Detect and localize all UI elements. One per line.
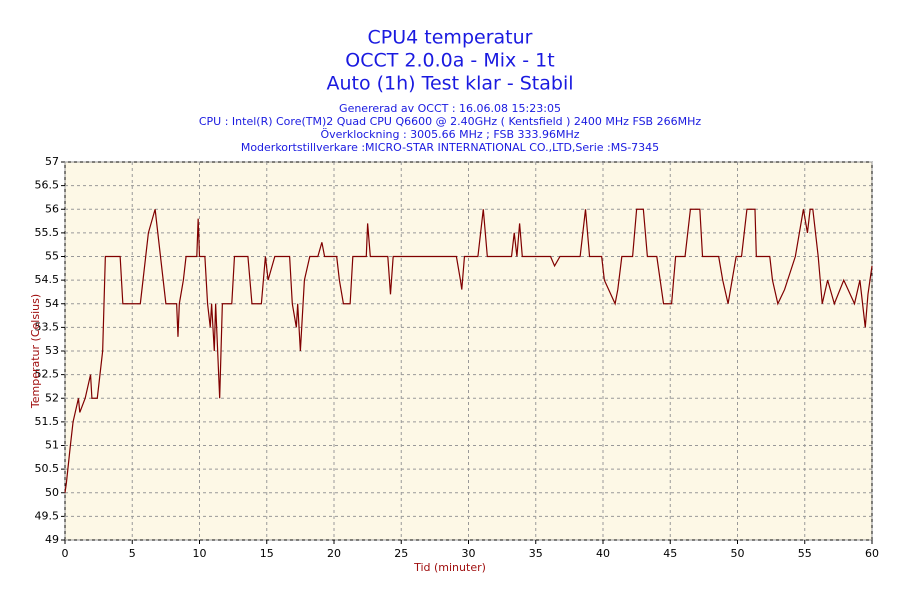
y-tick-label: 56 — [45, 202, 59, 215]
x-tick-label: 35 — [529, 547, 543, 560]
y-tick-label: 51 — [45, 439, 59, 452]
x-axis-label: Tid (minuter) — [413, 561, 486, 574]
y-tick-label: 54 — [45, 297, 59, 310]
subtitle: Genererad av OCCT : 16.06.08 15:23:05 — [339, 102, 561, 115]
y-axis-label: Temperatur (Celsius) — [29, 294, 42, 409]
line — [64, 208, 873, 493]
x-tick-label: 20 — [327, 547, 341, 560]
subtitle: CPU : Intel(R) Core(TM)2 Quad CPU Q6600 … — [199, 115, 701, 128]
grid — [61, 161, 873, 544]
y-tick-label: 57 — [45, 155, 59, 168]
y-tick-label: 53.5 — [35, 320, 60, 333]
y-tick-label: 50.5 — [35, 462, 60, 475]
x-tick-label: 60 — [865, 547, 879, 560]
chart-title-line: OCCT 2.0.0a - Mix - 1t — [345, 50, 554, 72]
y-tick-label: 52.5 — [35, 368, 60, 381]
y-tick-label: 55.5 — [35, 226, 60, 239]
marks — [64, 208, 873, 493]
x-tick-label: 30 — [462, 547, 476, 560]
x-tick-label: 55 — [798, 547, 812, 560]
x-tick-label: 5 — [129, 547, 136, 560]
x-tick-label: 45 — [663, 547, 677, 560]
x-tick-label: 15 — [260, 547, 274, 560]
y-tick-label: 49.5 — [35, 509, 60, 522]
y-tick-label: 50 — [45, 486, 59, 499]
x-tick-label: 0 — [62, 547, 69, 560]
y-tick-label: 49 — [45, 533, 59, 546]
y-tick-label: 51.5 — [35, 415, 60, 428]
chart-title: CPU4 temperatur — [368, 27, 533, 49]
x-tick-label: 25 — [394, 547, 408, 560]
subtitle: Överklockning : 3005.66 MHz ; FSB 333.96… — [320, 128, 579, 141]
x-tick-label: 10 — [193, 547, 207, 560]
subtitle: Moderkortstillverkare :MICRO-STAR INTERN… — [241, 141, 659, 154]
y-tick-label: 56.5 — [35, 179, 60, 192]
chart-title-line: Auto (1h) Test klar - Stabil — [326, 73, 573, 95]
y-tick-label: 54.5 — [35, 273, 60, 286]
labels: 4949.55050.55151.55252.55353.55454.55555… — [35, 155, 880, 560]
x-tick-label: 40 — [596, 547, 610, 560]
y-tick-label: 52 — [45, 391, 59, 404]
x-tick-label: 50 — [731, 547, 745, 560]
y-tick-label: 53 — [45, 344, 59, 357]
y-tick-label: 55 — [45, 250, 59, 263]
